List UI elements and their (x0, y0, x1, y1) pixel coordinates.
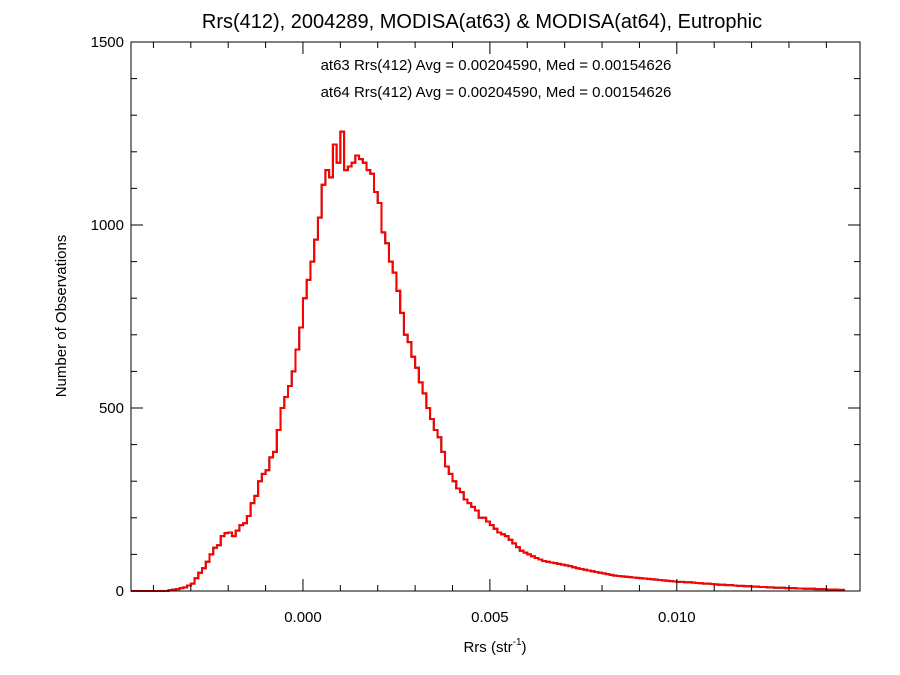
y-tick-label: 1500 (91, 34, 124, 51)
x-axis-label-close: ) (522, 639, 527, 656)
x-tick-label: 0.000 (284, 609, 322, 626)
x-tick-label: 0.005 (471, 609, 509, 626)
chart-title: Rrs(412), 2004289, MODISA(at63) & MODISA… (202, 11, 762, 33)
plot-area (131, 130, 846, 592)
histogram-series-at64 (131, 130, 846, 592)
y-tick-label: 500 (99, 400, 124, 417)
plot-frame (130, 41, 861, 592)
x-axis-label: Rrs (str-1) (463, 637, 526, 656)
x-tick-label: 0.010 (658, 609, 696, 626)
series-at63-stats: at63 Rrs(412) Avg = 0.00204590, Med = 0.… (321, 57, 672, 74)
series-at64-stats: at64 Rrs(412) Avg = 0.00204590, Med = 0.… (321, 84, 672, 101)
y-tick-label: 1000 (91, 217, 124, 234)
x-axis-label-base: Rrs (str (463, 639, 512, 656)
y-axis-label: Number of Observations (53, 235, 70, 398)
axes: 0 500 1000 1500 0.000 0.005 0.010 (91, 34, 861, 626)
y-tick-label: 0 (116, 583, 124, 600)
x-axis-label-sup: -1 (513, 637, 522, 648)
